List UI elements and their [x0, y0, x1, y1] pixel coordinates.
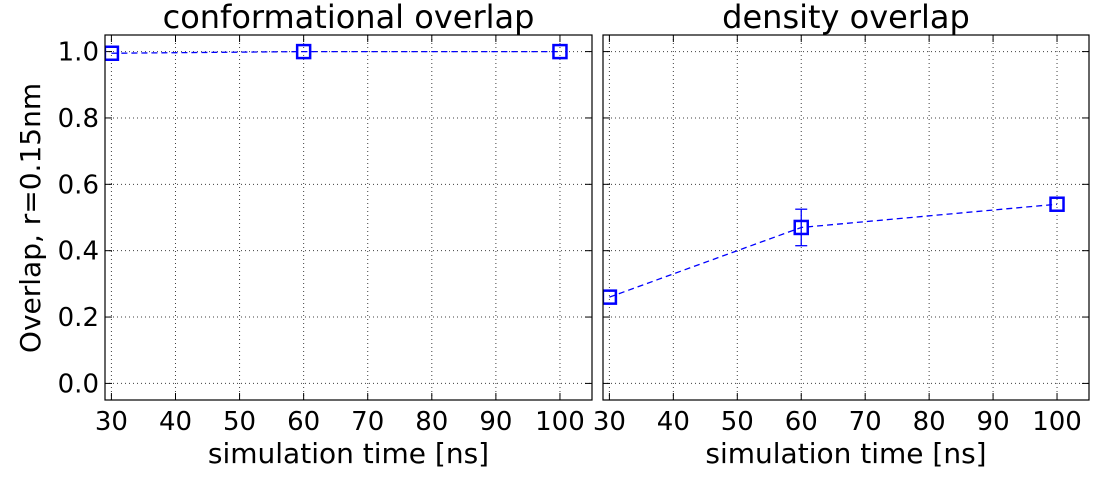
y-tick-label: 1.0 — [58, 38, 99, 68]
x-tick-label: 30 — [593, 407, 626, 437]
x-tick-label: 70 — [351, 407, 384, 437]
y-tick-label: 0.0 — [58, 369, 99, 399]
chart-title: conformational overlap — [163, 0, 535, 36]
y-tick-label: 0.8 — [58, 104, 99, 134]
x-tick-label: 80 — [913, 407, 946, 437]
data-point-marker — [793, 219, 809, 236]
x-tick-label: 50 — [223, 407, 256, 437]
axes-frame — [104, 34, 593, 401]
data-point-marker — [295, 43, 312, 60]
data-point-marker — [603, 289, 618, 305]
x-tick-label: 60 — [287, 407, 320, 437]
y-axis-label: Overlap, r=0.15nm — [14, 83, 47, 353]
data-point-marker — [105, 45, 120, 61]
data-point-marker — [1049, 196, 1065, 212]
chart-panel-conformational: 30 40 50 60 70 80 90 100 0.0 0.2 0.4 0.6 0.8 1.0 confo… — [58, 0, 593, 470]
x-tick-label: 40 — [657, 407, 690, 437]
x-axis-label: simulation time [ns] — [705, 437, 986, 470]
x-tick-label: 100 — [1032, 407, 1082, 437]
x-tick-label: 50 — [721, 407, 754, 437]
plot-area — [603, 196, 1065, 305]
y-tick-label: 0.4 — [58, 237, 99, 267]
x-tick-label: 60 — [785, 407, 818, 437]
data-point-marker — [552, 43, 568, 60]
axes-frame — [602, 34, 1090, 401]
x-tick-label: 90 — [977, 407, 1010, 437]
x-tick-label: 100 — [535, 407, 585, 437]
y-tick-label: 0.2 — [58, 303, 99, 333]
x-tick-label: 70 — [849, 407, 882, 437]
plot-area — [105, 43, 568, 61]
x-tick-label: 30 — [95, 407, 128, 437]
x-tick-label: 80 — [415, 407, 448, 437]
x-axis-label: simulation time [ns] — [208, 437, 489, 470]
chart-title: density overlap — [722, 0, 970, 36]
series-line — [609, 203, 1058, 298]
chart-panel-density: 30 40 50 60 70 80 90 100 density overlap simulati… — [593, 0, 1090, 470]
series-line — [111, 50, 560, 54]
y-tick-label: 0.6 — [58, 170, 99, 200]
x-tick-label: 90 — [479, 407, 512, 437]
x-tick-label: 40 — [159, 407, 192, 437]
